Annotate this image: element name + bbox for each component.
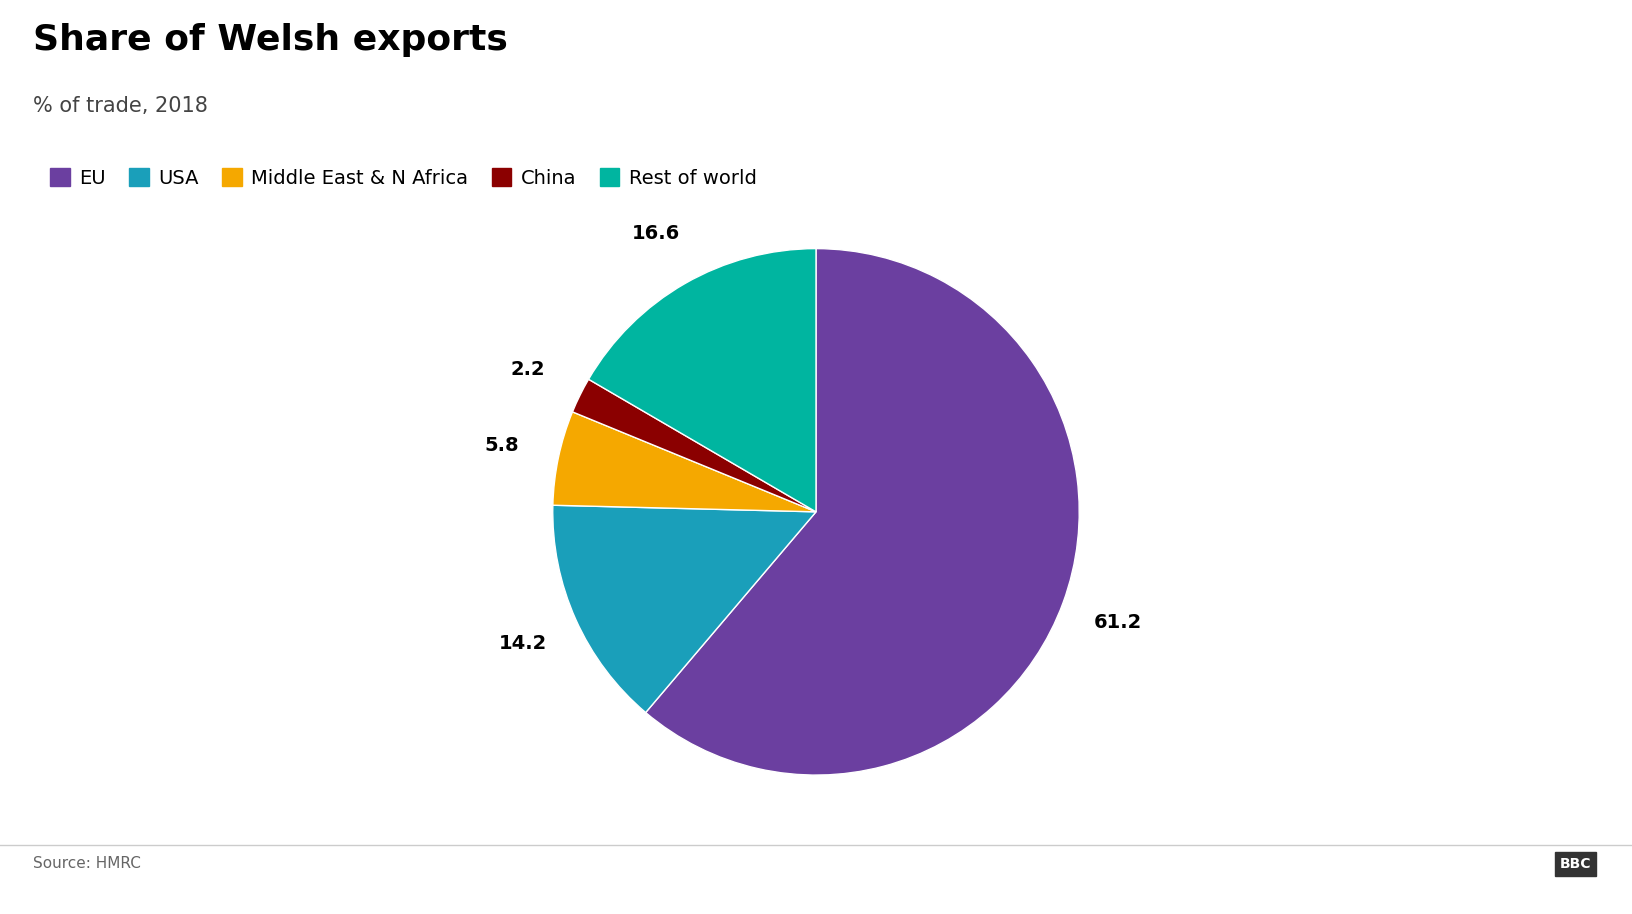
Wedge shape: [573, 379, 816, 512]
Wedge shape: [589, 249, 816, 512]
Text: % of trade, 2018: % of trade, 2018: [33, 96, 207, 116]
Wedge shape: [553, 505, 816, 713]
Text: 2.2: 2.2: [511, 360, 545, 379]
Text: Source: HMRC: Source: HMRC: [33, 856, 140, 871]
Text: 5.8: 5.8: [485, 436, 519, 455]
Text: Share of Welsh exports: Share of Welsh exports: [33, 23, 508, 57]
Wedge shape: [553, 412, 816, 512]
Text: 61.2: 61.2: [1093, 613, 1142, 632]
Legend: EU, USA, Middle East & N Africa, China, Rest of world: EU, USA, Middle East & N Africa, China, …: [42, 161, 764, 196]
Wedge shape: [646, 249, 1079, 775]
Text: 14.2: 14.2: [499, 633, 547, 653]
Text: BBC: BBC: [1560, 856, 1591, 871]
Text: 16.6: 16.6: [632, 224, 681, 243]
